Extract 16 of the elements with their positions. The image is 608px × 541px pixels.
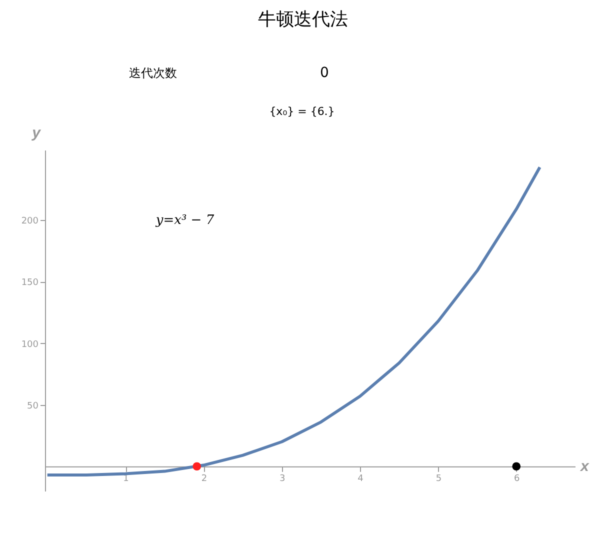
chart-title: 牛顿迭代法 — [258, 9, 348, 30]
x-tick-label: 3 — [279, 474, 286, 484]
x-tick-label: 6 — [514, 474, 520, 484]
y-tick-label: 100 — [21, 340, 39, 350]
y-tick-label: 200 — [21, 216, 39, 227]
y-tick-label: 50 — [27, 401, 39, 412]
x-tick-label: 2 — [201, 474, 208, 484]
text: 0 — [320, 65, 329, 81]
text: {x₀} = {6.} — [269, 105, 335, 118]
text: 迭代次数 — [129, 66, 177, 80]
annotation: y=x³ − 7 — [154, 213, 215, 228]
x-tick-label: 5 — [436, 474, 442, 484]
y-tick-label: 150 — [21, 278, 39, 288]
x-tick-label: 4 — [358, 474, 364, 484]
x-axis-title: x — [580, 458, 590, 475]
y-axis-title: y — [31, 124, 42, 142]
